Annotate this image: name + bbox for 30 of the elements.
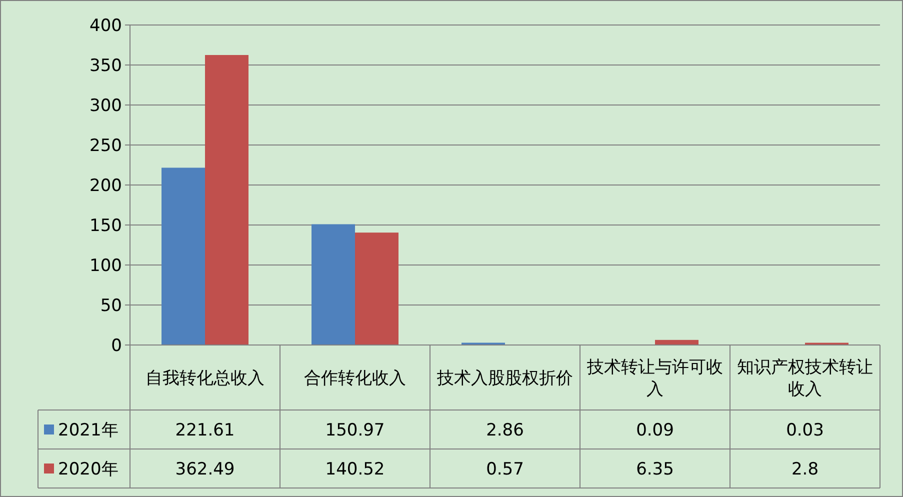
x-tick-label: 合作转化收入	[304, 368, 406, 388]
data-label: 362.49	[175, 460, 235, 480]
bar	[355, 232, 398, 345]
data-label: 221.61	[175, 420, 235, 440]
x-tick-label: 知识产权技术转让收入	[737, 358, 873, 400]
y-tick-label: 150	[90, 216, 122, 236]
y-tick-label: 0	[111, 336, 122, 356]
legend-label: 2021年	[58, 420, 118, 440]
y-tick-label: 400	[90, 16, 122, 36]
y-tick-label: 200	[90, 176, 122, 196]
bar	[312, 224, 355, 345]
legend-label: 2020年	[58, 460, 118, 480]
y-tick-label: 300	[90, 96, 122, 116]
data-label: 0.03	[786, 420, 824, 440]
x-tick-label: 技术转让与许可收入	[586, 358, 723, 400]
bar	[205, 55, 248, 345]
data-label: 140.52	[325, 460, 385, 480]
data-label: 2.8	[791, 460, 819, 480]
y-tick-label: 100	[90, 256, 122, 276]
y-tick-label: 250	[90, 136, 122, 156]
data-label: 2.86	[486, 420, 524, 440]
x-tick-label: 技术入股股权折价	[436, 368, 573, 388]
bar	[162, 168, 205, 345]
y-tick-label: 350	[90, 56, 122, 76]
data-label: 150.97	[325, 420, 385, 440]
y-tick-label: 50	[100, 296, 122, 316]
data-label: 6.35	[636, 460, 674, 480]
x-tick-label: 自我转化总收入	[146, 368, 264, 388]
data-label: 0.09	[636, 420, 674, 440]
data-label: 0.57	[486, 460, 524, 480]
